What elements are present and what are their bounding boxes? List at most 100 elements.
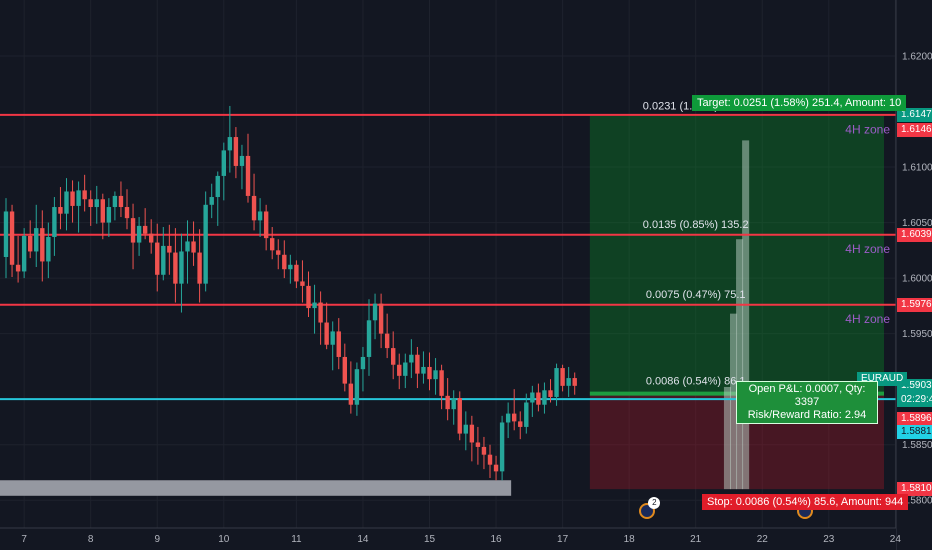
event-marker-icon[interactable]: 2 (639, 497, 661, 519)
price-axis[interactable]: 1.62001.61001.60501.60001.59501.58501.58… (895, 0, 932, 550)
candle (70, 180, 75, 223)
candle-body (227, 137, 233, 151)
target-label[interactable]: Target: 0.0251 (1.58%) 251.4, Amount: 10 (692, 94, 907, 111)
candle (118, 181, 124, 218)
candle (173, 228, 178, 303)
open-pnl-box[interactable]: Open P&L: 0.0007, Qty: 3397 Risk/Reward … (736, 381, 878, 424)
projection-label: 0.0086 (0.54%) 86.1 (646, 376, 746, 388)
candle (28, 220, 33, 259)
candle-body (173, 252, 178, 284)
time-tick-label: 11 (291, 534, 302, 545)
candle (354, 362, 360, 416)
candle-body (15, 264, 21, 272)
candle-body (542, 390, 547, 405)
candle-body (239, 155, 245, 166)
price-tag: 1.5881 (897, 425, 932, 440)
stop-label[interactable]: Stop: 0.0086 (0.54%) 85.6, Amount: 944 (702, 494, 909, 511)
projection-bar (723, 386, 731, 490)
candle (457, 391, 462, 441)
candle-body (40, 228, 45, 262)
candle (524, 393, 529, 434)
time-tick-label: 17 (557, 534, 569, 545)
candle (445, 378, 450, 421)
candle (306, 271, 311, 317)
candle-body (445, 395, 450, 410)
candle-body (88, 199, 93, 208)
candle (215, 171, 220, 226)
candle (40, 210, 45, 282)
candle-body (124, 207, 130, 219)
candle-body (185, 241, 190, 252)
candle-body (487, 454, 493, 465)
candle-body (167, 245, 172, 253)
projection-bar (736, 239, 744, 490)
candle-body (469, 424, 475, 443)
candle (499, 415, 505, 481)
price-tick-label: 1.6100 (902, 163, 932, 174)
candle-body (518, 421, 523, 427)
candle (427, 352, 432, 391)
candle (239, 144, 245, 190)
candle-body (566, 378, 571, 386)
candle-body (306, 285, 311, 309)
candle-body (409, 354, 414, 363)
price-tag: 1.5976 (897, 297, 932, 312)
candle-body (149, 233, 154, 243)
candle-body (451, 398, 456, 410)
candle-body (554, 368, 559, 397)
candle (554, 363, 559, 406)
time-tick-label: 15 (424, 534, 436, 545)
candle (124, 189, 130, 230)
support-band (0, 480, 512, 496)
time-tick-label: 8 (88, 534, 94, 545)
candle-body (493, 464, 499, 472)
price-axis-panel (896, 0, 932, 550)
candle (572, 372, 577, 395)
candle (52, 197, 57, 256)
candle-body (58, 207, 63, 214)
candle (282, 240, 287, 279)
candle-body (34, 228, 39, 252)
candle (415, 346, 420, 389)
price-tag: 02:29:41 (897, 393, 932, 408)
price-tag: 1.5896 (897, 412, 932, 427)
projection-bar (742, 140, 750, 490)
time-tick-label: 14 (357, 534, 369, 545)
candle-body (548, 390, 553, 397)
candle-body (21, 235, 27, 272)
candle (257, 198, 263, 238)
candle-body (64, 191, 69, 214)
candle (403, 353, 408, 389)
time-axis[interactable]: 7 8 9 10 11 14 15 16 17 18 21 22 23 24 (0, 527, 902, 550)
zone-label: 4H zone (845, 242, 890, 256)
time-tick-label: 18 (624, 534, 636, 545)
candle-body (203, 204, 208, 284)
candle (130, 203, 136, 270)
price-tag: 1.5810 (897, 482, 932, 497)
candle-body (233, 137, 239, 166)
candle (203, 191, 208, 292)
candle-body (536, 392, 541, 405)
candle (342, 343, 347, 392)
time-tick-label: 16 (490, 534, 502, 545)
time-tick-label: 24 (890, 534, 902, 545)
time-tick-label: 9 (154, 534, 160, 545)
candle-body (348, 383, 354, 405)
candle-body (100, 199, 105, 223)
candle (348, 361, 354, 414)
candle-body (70, 191, 75, 206)
candle-body (221, 150, 226, 176)
candle-body (330, 331, 335, 345)
candle (209, 183, 214, 219)
candle (294, 260, 299, 289)
candle (530, 385, 535, 417)
candle (366, 299, 372, 376)
candle (227, 105, 233, 173)
candle-body (372, 303, 378, 321)
candle (336, 318, 341, 370)
time-tick-label: 23 (823, 534, 835, 545)
candlesticks (3, 105, 577, 481)
candle (185, 220, 190, 284)
projection-label: 0.0135 (0.85%) 135.2 (643, 219, 749, 231)
